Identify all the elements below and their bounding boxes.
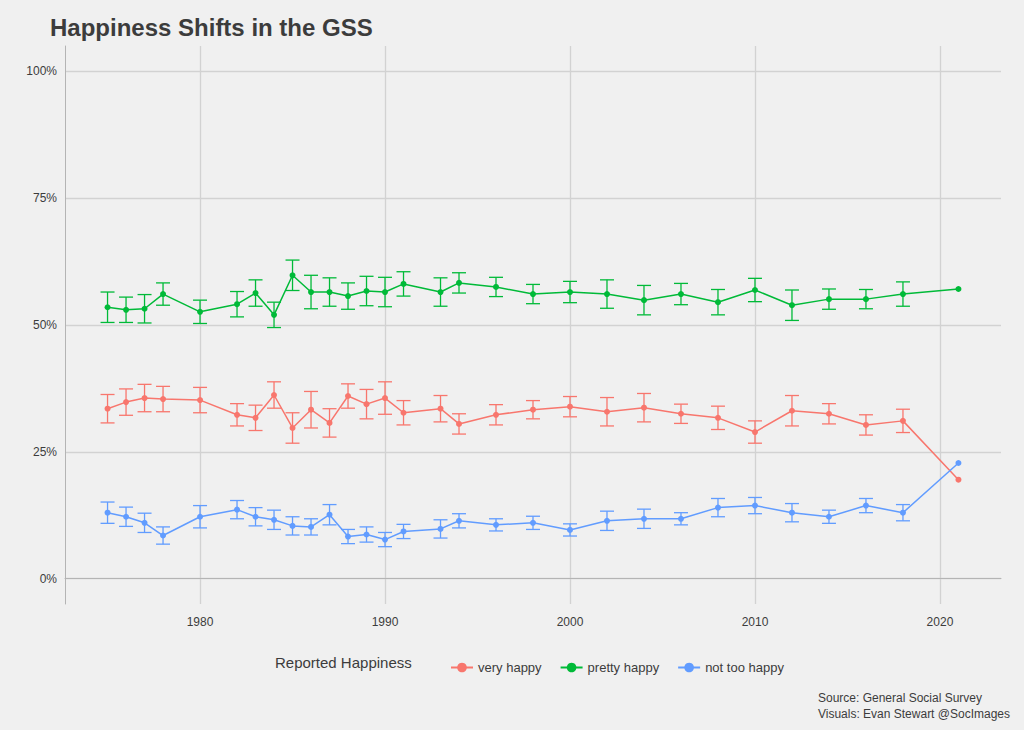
svg-text:25%: 25%: [33, 445, 57, 459]
svg-text:2020: 2020: [927, 615, 954, 629]
svg-text:Visuals: Evan Stewart @SocImag: Visuals: Evan Stewart @SocImages: [818, 707, 1010, 721]
svg-text:100%: 100%: [26, 64, 57, 78]
svg-text:Happiness Shifts in the GSS: Happiness Shifts in the GSS: [50, 14, 373, 41]
svg-text:very happy: very happy: [478, 660, 542, 675]
svg-text:not too happy: not too happy: [705, 660, 784, 675]
svg-text:0%: 0%: [40, 572, 58, 586]
svg-text:Source: General Social Survey: Source: General Social Survey: [818, 691, 982, 705]
svg-text:pretty happy: pretty happy: [588, 660, 660, 675]
svg-text:Reported Happiness: Reported Happiness: [275, 654, 412, 671]
svg-text:1990: 1990: [372, 615, 399, 629]
svg-text:2010: 2010: [742, 615, 769, 629]
svg-text:50%: 50%: [33, 318, 57, 332]
svg-text:75%: 75%: [33, 191, 57, 205]
svg-text:2000: 2000: [557, 615, 584, 629]
svg-text:1980: 1980: [187, 615, 214, 629]
